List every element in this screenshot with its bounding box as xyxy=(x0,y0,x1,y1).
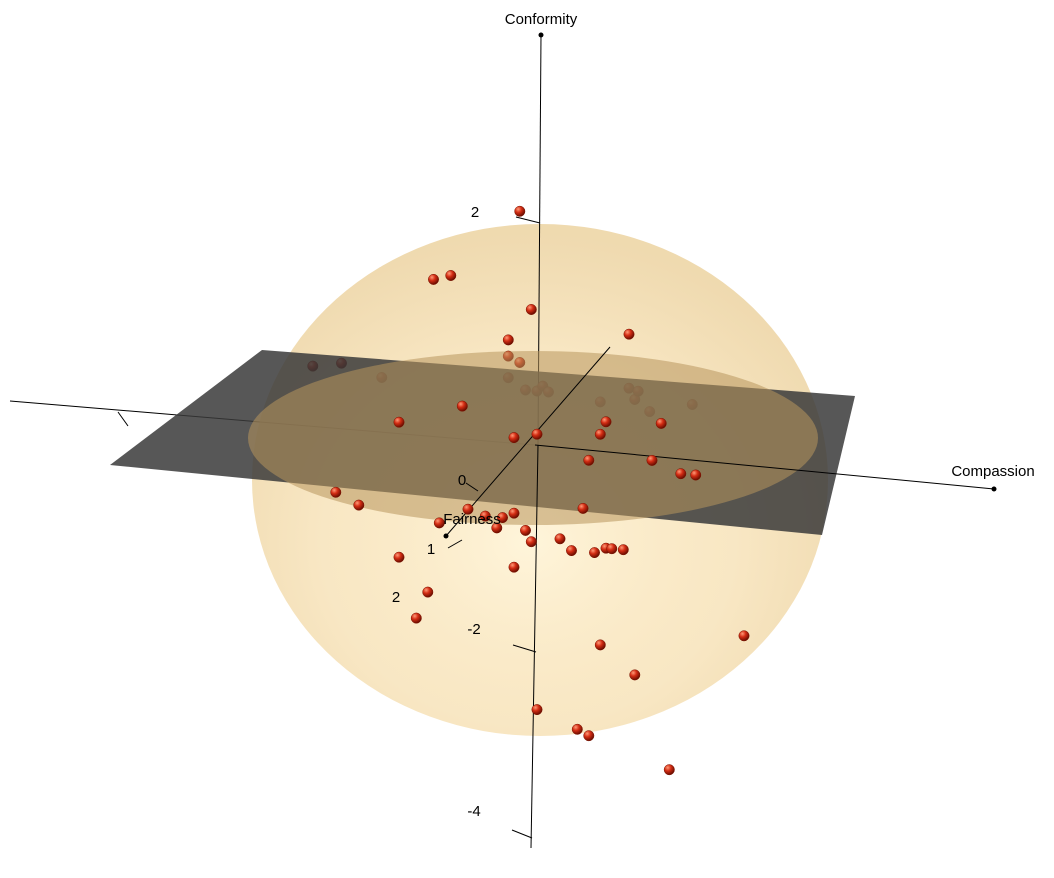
z-axis-title: Conformity xyxy=(505,11,578,28)
data-point xyxy=(445,270,457,281)
data-point xyxy=(589,547,600,559)
data-point xyxy=(675,468,687,480)
data-point xyxy=(738,630,750,642)
data-point xyxy=(508,432,520,444)
data-point xyxy=(646,454,658,466)
data-point xyxy=(525,536,537,548)
data-point xyxy=(583,454,595,466)
z-tick-label-neg2: -2 xyxy=(467,621,480,638)
conformity-tick-2 xyxy=(515,216,541,224)
conformity-tick-neg2 xyxy=(512,644,537,653)
data-point xyxy=(514,205,526,217)
fairness-axis-end xyxy=(443,533,449,539)
compassion-axis-front xyxy=(534,444,995,490)
data-point xyxy=(525,304,537,315)
y-tick-label-1: 1 xyxy=(427,541,435,558)
conformity-tick-neg4 xyxy=(511,829,533,839)
data-point xyxy=(497,512,508,524)
data-point xyxy=(690,469,702,481)
conformity-axis-lower xyxy=(530,444,539,849)
y-tick-label-0: 0 xyxy=(458,472,466,489)
fairness-tick-1 xyxy=(447,539,463,549)
data-point xyxy=(508,507,520,519)
z-tick-label-neg4: -4 xyxy=(467,803,480,820)
data-point xyxy=(531,428,543,440)
y-axis-title: Fairness xyxy=(443,511,501,528)
data-point xyxy=(433,517,445,529)
data-point xyxy=(577,502,589,514)
data-point xyxy=(655,417,667,429)
data-point xyxy=(508,561,520,573)
data-point xyxy=(428,273,439,285)
data-point xyxy=(606,543,618,555)
compassion-axis-end xyxy=(991,486,997,492)
data-point xyxy=(456,400,468,412)
data-point xyxy=(393,551,405,563)
compassion-tick-left xyxy=(117,411,129,427)
data-point xyxy=(629,669,641,681)
data-point xyxy=(462,503,474,515)
ellipsoid-plane-intersection xyxy=(248,351,818,525)
data-point xyxy=(571,723,583,735)
data-point xyxy=(491,522,503,534)
fairness-tick-0 xyxy=(465,482,479,492)
fairness-axis xyxy=(445,346,611,537)
data-point xyxy=(594,428,606,440)
data-point xyxy=(330,486,342,498)
data-point xyxy=(554,533,566,545)
z-tick-label-2: 2 xyxy=(471,204,479,221)
data-point xyxy=(600,416,612,428)
data-point xyxy=(410,612,422,624)
data-point xyxy=(353,499,365,511)
data-points xyxy=(330,400,750,776)
data-point xyxy=(422,586,434,598)
data-point xyxy=(479,510,491,522)
data-point xyxy=(583,730,595,742)
data-point xyxy=(393,416,405,428)
data-point xyxy=(617,544,629,556)
conformity-axis-end xyxy=(538,32,544,38)
data-point xyxy=(502,334,514,346)
data-point xyxy=(594,639,606,651)
data-point xyxy=(531,704,543,716)
data-point xyxy=(623,328,635,340)
data-point xyxy=(520,524,531,536)
data-point xyxy=(566,545,577,557)
data-point xyxy=(663,764,675,776)
y-tick-label-2: 2 xyxy=(392,589,400,606)
x-axis-title: Compassion xyxy=(951,463,1034,480)
